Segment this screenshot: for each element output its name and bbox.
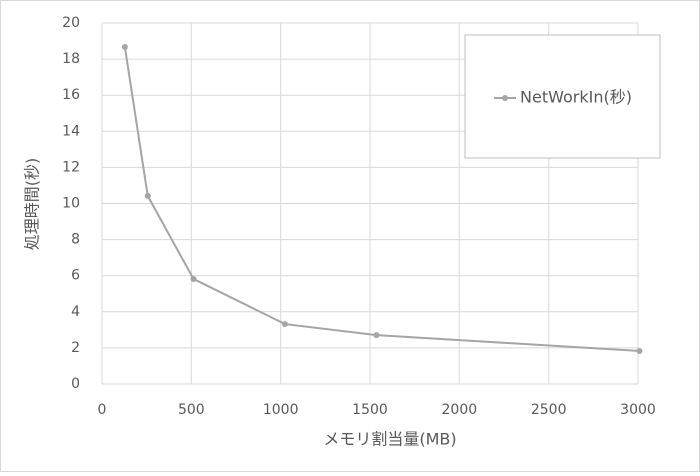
legend-marker — [502, 95, 508, 101]
data-point — [144, 192, 151, 199]
y-axis-title: 処理時間(秒) — [23, 158, 42, 251]
x-tick-label: 500 — [178, 402, 205, 418]
series-line — [123, 46, 640, 352]
y-tick-label: 8 — [71, 232, 80, 248]
data-point — [190, 275, 197, 282]
y-tick-label: 4 — [71, 304, 80, 320]
y-tick-label: 14 — [62, 123, 80, 139]
data-point — [121, 44, 128, 51]
x-tick-label: 3000 — [620, 402, 656, 418]
x-axis-title: メモリ割当量(MB) — [323, 430, 456, 449]
x-tick-label: 2500 — [531, 402, 567, 418]
y-tick-label: 2 — [71, 340, 80, 356]
x-tick-label: 0 — [98, 402, 107, 418]
x-tick-label: 2000 — [442, 402, 478, 418]
y-tick-label: 18 — [62, 51, 80, 67]
legend-box — [464, 34, 661, 159]
y-tick-label: 12 — [62, 159, 80, 175]
y-tick-label: 10 — [62, 196, 80, 212]
x-tick-label: 1500 — [352, 402, 388, 418]
legend-label: NetWorkIn(秒) — [520, 88, 632, 107]
y-tick-label: 0 — [71, 376, 80, 392]
y-tick-label: 20 — [62, 15, 80, 31]
y-tick-label: 16 — [62, 87, 80, 103]
data-point — [636, 347, 643, 354]
data-point — [373, 332, 380, 339]
y-tick-label: 6 — [71, 268, 80, 284]
x-tick-label: 1000 — [263, 402, 299, 418]
data-point — [281, 321, 288, 328]
